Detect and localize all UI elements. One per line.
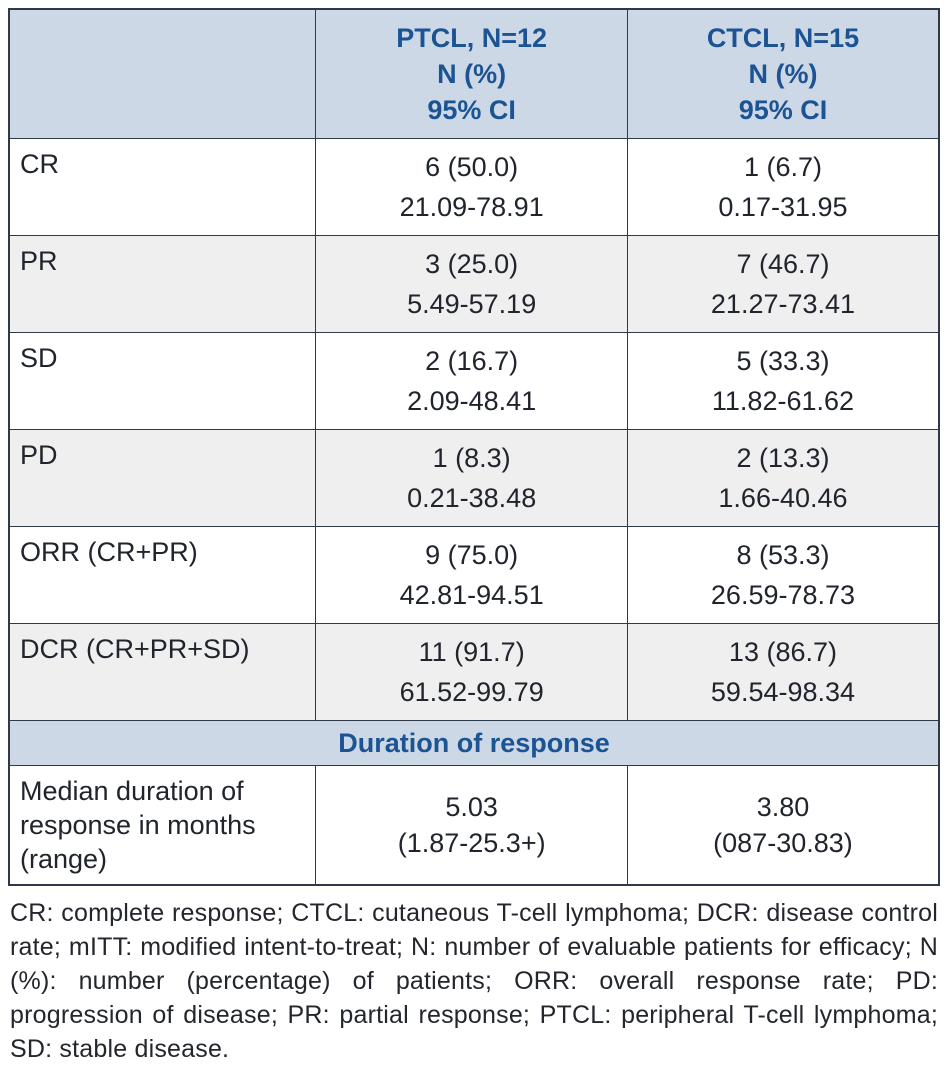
table-row-pr: PR 3 (25.0) 5.49-57.19 7 (46.7) 21.27-73…: [8, 235, 940, 333]
ptcl-ci: 61.52-99.79: [399, 677, 544, 707]
ptcl-ci: 42.81-94.51: [399, 580, 544, 610]
ctcl-ci: 1.66-40.46: [718, 483, 848, 513]
ptcl-value: 5.03: [445, 792, 498, 822]
table-row-median-duration: Median duration of response in months (r…: [8, 765, 940, 886]
table-row-orr: ORR (CR+PR) 9 (75.0) 42.81-94.51 8 (53.3…: [8, 526, 940, 624]
column-header-ctcl: CTCL, N=15 N (%) 95% CI: [626, 8, 940, 139]
row-label: DCR (CR+PR+SD): [8, 623, 317, 721]
ptcl-value: 2 (16.7): [425, 346, 519, 376]
ptcl-cell: 11 (91.7) 61.52-99.79: [315, 623, 628, 721]
ctcl-header-line2: N (%): [748, 59, 818, 89]
ptcl-cell: 2 (16.7) 2.09-48.41: [315, 332, 628, 430]
ctcl-ci: 21.27-73.41: [710, 289, 856, 319]
row-label: PR: [8, 235, 317, 333]
ptcl-cell: 3 (25.0) 5.49-57.19: [315, 235, 628, 333]
section-header: Duration of response: [8, 720, 940, 766]
column-header-ptcl: PTCL, N=12 N (%) 95% CI: [315, 8, 628, 139]
row-label: CR: [8, 138, 317, 236]
ctcl-value: 2 (13.3): [736, 443, 830, 473]
ctcl-value: 8 (53.3): [736, 540, 830, 570]
ptcl-value: 3 (25.0): [425, 249, 519, 279]
ptcl-value: 9 (75.0): [425, 540, 519, 570]
ctcl-header-line3: 95% CI: [738, 95, 828, 125]
row-label: PD: [8, 429, 317, 527]
header-row: PTCL, N=12 N (%) 95% CI CTCL, N=15 N (%)…: [8, 8, 940, 139]
ptcl-value: 1 (8.3): [432, 443, 511, 473]
ctcl-cell: 3.80 (087-30.83): [626, 765, 940, 886]
ptcl-value: 6 (50.0): [425, 152, 519, 182]
row-label: ORR (CR+PR): [8, 526, 317, 624]
ptcl-cell: 6 (50.0) 21.09-78.91: [315, 138, 628, 236]
ptcl-cell: 1 (8.3) 0.21-38.48: [315, 429, 628, 527]
ptcl-ci: 5.49-57.19: [407, 289, 537, 319]
ctcl-ci: 0.17-31.95: [718, 192, 848, 222]
ptcl-cell: 5.03 (1.87-25.3+): [315, 765, 628, 886]
table-row-dcr: DCR (CR+PR+SD) 11 (91.7) 61.52-99.79 13 …: [8, 623, 940, 721]
ctcl-cell: 2 (13.3) 1.66-40.46: [626, 429, 940, 527]
ctcl-ci: 11.82-61.62: [711, 386, 855, 416]
row-label: Median duration of response in months (r…: [8, 765, 317, 886]
ctcl-cell: 5 (33.3) 11.82-61.62: [626, 332, 940, 430]
ptcl-range: (1.87-25.3+): [397, 828, 546, 858]
table-row-sd: SD 2 (16.7) 2.09-48.41 5 (33.3) 11.82-61…: [8, 332, 940, 430]
ctcl-range: (087-30.83): [713, 828, 853, 858]
section-row-duration: Duration of response: [8, 720, 940, 766]
ptcl-ci: 21.09-78.91: [399, 192, 544, 222]
table-row-pd: PD 1 (8.3) 0.21-38.48 2 (13.3) 1.66-40.4…: [8, 429, 940, 527]
ctcl-value: 3.80: [756, 792, 810, 822]
ptcl-header-line3: 95% CI: [427, 95, 516, 125]
ctcl-ci: 26.59-78.73: [710, 580, 856, 610]
ctcl-cell: 1 (6.7) 0.17-31.95: [626, 138, 940, 236]
response-results-table: PTCL, N=12 N (%) 95% CI CTCL, N=15 N (%)…: [8, 8, 940, 886]
ctcl-header-line1: CTCL, N=15: [706, 23, 860, 53]
ptcl-header-line2: N (%): [437, 59, 507, 89]
ctcl-value: 13 (86.7): [728, 637, 837, 667]
ctcl-cell: 8 (53.3) 26.59-78.73: [626, 526, 940, 624]
ptcl-cell: 9 (75.0) 42.81-94.51: [315, 526, 628, 624]
ptcl-ci: 0.21-38.48: [407, 483, 537, 513]
table-row-cr: CR 6 (50.0) 21.09-78.91 1 (6.7) 0.17-31.…: [8, 138, 940, 236]
ctcl-ci: 59.54-98.34: [710, 677, 856, 707]
ptcl-header-line1: PTCL, N=12: [396, 23, 548, 53]
ctcl-cell: 13 (86.7) 59.54-98.34: [626, 623, 940, 721]
ptcl-value: 11 (91.7): [418, 637, 525, 667]
abbreviations-footnote: CR: complete response; CTCL: cutaneous T…: [10, 899, 938, 1063]
ptcl-ci: 2.09-48.41: [407, 386, 537, 416]
header-empty-cell: [8, 8, 317, 139]
ctcl-value: 1 (6.7): [743, 152, 822, 182]
row-label: SD: [8, 332, 317, 430]
ctcl-value: 5 (33.3): [736, 346, 830, 376]
ctcl-cell: 7 (46.7) 21.27-73.41: [626, 235, 940, 333]
ctcl-value: 7 (46.7): [736, 249, 830, 279]
